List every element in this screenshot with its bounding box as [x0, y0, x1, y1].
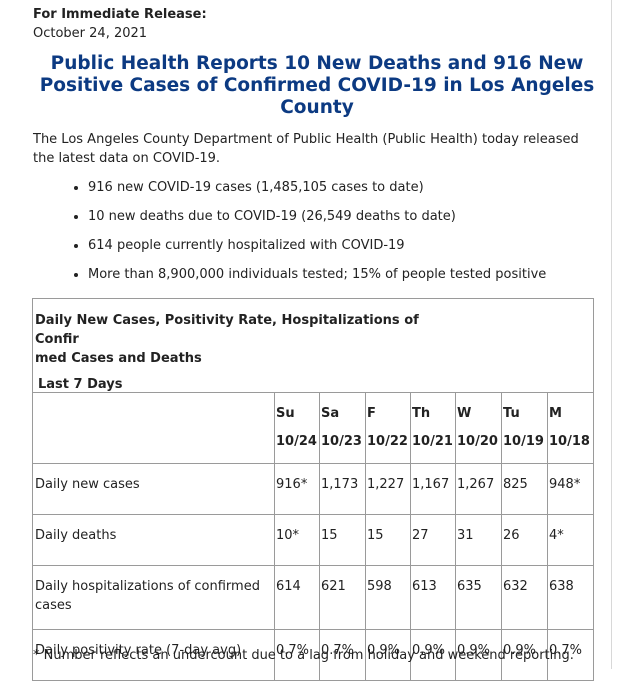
table-caption: Daily New Cases, Positivity Rate, Hospit… [32, 298, 594, 393]
footnote: * Number reflects an undercount due to a… [33, 648, 574, 663]
date-label: 10/19 [503, 434, 544, 449]
row-label: Daily hospitalizations of confirmed case… [32, 565, 275, 630]
table-cell: 1,173 [319, 463, 366, 515]
intro-paragraph: The Los Angeles County Department of Pub… [33, 132, 579, 166]
table-title-line-1: Daily New Cases, Positivity Rate, Hospit… [35, 313, 419, 347]
table-cell: 26 [501, 514, 548, 566]
row-label: Daily new cases [32, 463, 275, 515]
table-title-line-2: med Cases and Deaths [35, 351, 202, 366]
day-label: M [549, 406, 562, 421]
day-label: Su [276, 406, 295, 421]
table-subtitle: Last 7 Days [38, 377, 123, 392]
day-label: Th [412, 406, 431, 421]
row-label: Daily deaths [32, 514, 275, 566]
table-cell: 614 [274, 565, 320, 630]
table-cell: 621 [319, 565, 366, 630]
press-release-headline: Public Health Reports 10 New Deaths and … [39, 53, 595, 118]
header-day-col: F 10/22 [365, 392, 411, 464]
header-day-col: M 10/18 [547, 392, 594, 464]
table-cell: 1,167 [410, 463, 456, 515]
bullet-tested: More than 8,900,000 individuals tested; … [88, 265, 608, 294]
header-day-col: W 10/20 [455, 392, 502, 464]
table-cell: 598 [365, 565, 411, 630]
header-day-col: Sa 10/23 [319, 392, 366, 464]
daily-data-table: Daily New Cases, Positivity Rate, Hospit… [32, 298, 594, 681]
table-cell: 10* [274, 514, 320, 566]
table-cell: 27 [410, 514, 456, 566]
header-empty-cell [32, 392, 275, 464]
key-figures-list: 916 new COVID-19 cases (1,485,105 cases … [43, 178, 608, 294]
bullet-new-deaths: 10 new deaths due to COVID-19 (26,549 de… [88, 207, 608, 236]
table-cell: 1,267 [455, 463, 502, 515]
table-row: Daily new cases 916* 1,173 1,227 1,167 1… [32, 463, 594, 515]
table-cell: 31 [455, 514, 502, 566]
date-label: 10/20 [457, 434, 498, 449]
header-day-col: Th 10/21 [410, 392, 456, 464]
date-label: 10/18 [549, 434, 590, 449]
day-label: F [367, 406, 376, 421]
day-label: W [457, 406, 472, 421]
table-row: Daily hospitalizations of confirmed case… [32, 565, 594, 630]
date-label: 10/23 [321, 434, 362, 449]
day-label: Tu [503, 406, 520, 421]
table-cell: 4* [547, 514, 594, 566]
table-cell: 635 [455, 565, 502, 630]
release-date: October 24, 2021 [33, 26, 148, 41]
table-title: Daily New Cases, Positivity Rate, Hospit… [33, 299, 457, 368]
bullet-new-cases: 916 new COVID-19 cases (1,485,105 cases … [88, 178, 608, 207]
date-label: 10/24 [276, 434, 317, 449]
bullet-hospitalized: 614 people currently hospitalized with C… [88, 236, 608, 265]
release-label: For Immediate Release: [33, 7, 207, 22]
email-frame [611, 0, 612, 669]
header-day-col: Tu 10/19 [501, 392, 548, 464]
header-day-col: Su 10/24 [274, 392, 320, 464]
table-cell: 916* [274, 463, 320, 515]
day-label: Sa [321, 406, 340, 421]
table-cell: 948* [547, 463, 594, 515]
table-cell: 825 [501, 463, 548, 515]
table-row: Daily deaths 10* 15 15 27 31 26 4* [32, 514, 594, 566]
table-cell: 15 [365, 514, 411, 566]
date-label: 10/21 [412, 434, 453, 449]
date-label: 10/22 [367, 434, 408, 449]
table-cell: 638 [547, 565, 594, 630]
table-cell: 632 [501, 565, 548, 630]
table-cell: 15 [319, 514, 366, 566]
table-cell: 1,227 [365, 463, 411, 515]
table-cell: 613 [410, 565, 456, 630]
